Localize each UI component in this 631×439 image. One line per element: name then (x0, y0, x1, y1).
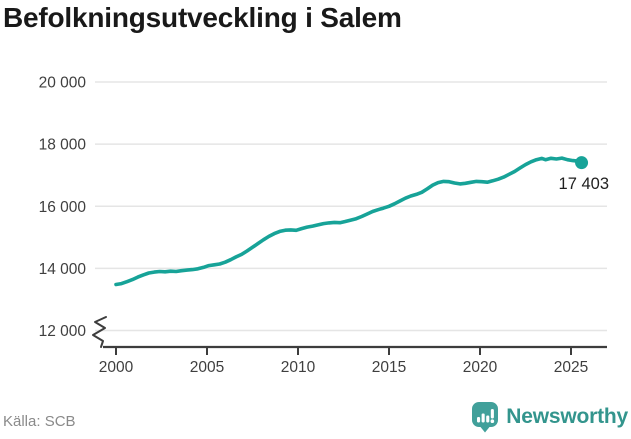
population-line-series (114, 156, 584, 287)
newsworthy-logo[interactable]: Newsworthy (471, 401, 628, 433)
x-tick-label: 2015 (372, 359, 406, 376)
x-tick-label: 2010 (281, 359, 316, 376)
x-tick-label: 2000 (99, 359, 134, 376)
newsworthy-wordmark: Newsworthy (506, 405, 628, 428)
x-tick-label: 2025 (554, 359, 588, 376)
y-tick-label: 12 000 (39, 323, 87, 340)
y-tick-label: 16 000 (39, 199, 87, 216)
end-point-value-label: 17 403 (559, 175, 609, 193)
axis-break-icon (92, 316, 107, 348)
y-tick-label: 18 000 (39, 137, 87, 154)
y-tick-label: 20 000 (39, 75, 87, 92)
population-line-chart: 12 000 14 000 16 000 18 000 20 000 2000 2005 20… (39, 75, 609, 377)
page-title: Befolkningsutveckling i Salem (3, 2, 402, 33)
x-tick-label: 2020 (463, 359, 498, 376)
y-tick-label: 14 000 (39, 261, 87, 278)
source-caption: Källa: SCB (3, 413, 76, 430)
x-tick-label: 2005 (190, 359, 224, 376)
end-point-dot (575, 156, 589, 170)
newsworthy-bubble-chart-icon (472, 402, 499, 433)
